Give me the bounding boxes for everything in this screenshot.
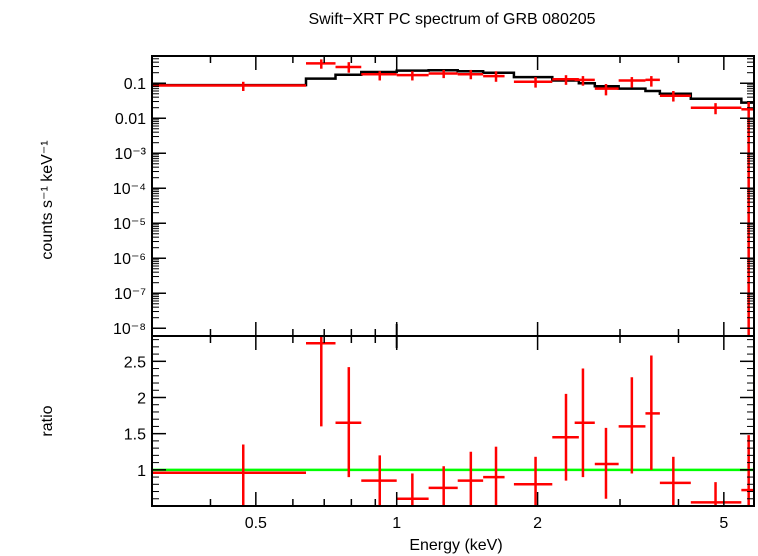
ratio-ticks — [151, 336, 754, 506]
spectrum-data-point — [152, 81, 307, 91]
spectrum-data-point — [513, 77, 553, 88]
ratio-data-points — [152, 336, 754, 506]
spectrum-plot-frame — [151, 55, 755, 337]
chart-title: Swift−XRT PC spectrum of GRB 080205 — [308, 11, 595, 28]
ratio-data-point — [690, 482, 742, 506]
spectrum-data-point — [396, 71, 429, 81]
ratio-data-point — [396, 473, 429, 506]
ratio-y-tick-labels: 1 1.5 2 2.5 — [124, 354, 146, 480]
ratio-data-point — [335, 367, 362, 478]
x-tick-labels: 0.5 1 2 5 — [245, 515, 729, 532]
spectrum-data-point — [659, 91, 691, 102]
ratio-data-point — [457, 451, 484, 506]
spectrum-y-tick-labels: 0.1 0.01 10⁻³ 10⁻⁴ 10⁻⁵ 10⁻⁶ 10⁻⁷ 10⁻⁸ — [113, 76, 147, 338]
ratio-y-tick-label: 1 — [137, 463, 146, 480]
spectrum-data-point — [361, 71, 397, 81]
ratio-data-point — [594, 427, 619, 499]
ratio-data-point — [659, 456, 691, 506]
ratio-data-point — [574, 368, 595, 478]
spectrum-data-point — [645, 76, 660, 87]
spectrum-data-point — [428, 69, 458, 79]
spectrum-data-point — [618, 77, 646, 88]
x-axis-label: Energy (keV) — [409, 537, 502, 554]
spectrum-data-point — [457, 69, 484, 80]
ratio-plot-frame — [151, 335, 755, 507]
spectrum-data-point — [574, 76, 595, 86]
ratio-data-point — [428, 466, 458, 506]
spectrum-y-tick-label: 10⁻⁶ — [113, 251, 146, 268]
spectrum-y-tick-label: 10⁻⁴ — [113, 181, 146, 198]
ratio-data-point — [483, 446, 505, 506]
ratio-data-point — [513, 456, 553, 506]
ratio-data-point — [306, 336, 336, 427]
ratio-data-point — [552, 393, 579, 481]
ratio-data-point — [152, 444, 307, 506]
x-tick-label: 0.5 — [245, 515, 267, 532]
x-tick-label: 2 — [533, 515, 542, 532]
spectrum-y-tick-label: 10⁻⁸ — [113, 321, 146, 338]
ratio-y-tick-label: 1.5 — [124, 427, 146, 444]
spectrum-y-tick-label: 0.01 — [115, 111, 146, 128]
spectrum-ticks — [151, 56, 754, 348]
ratio-data-point — [645, 355, 660, 470]
spectrum-data-points — [152, 59, 754, 336]
ratio-data-point — [361, 455, 397, 506]
ratio-data-point — [618, 377, 646, 474]
spectrum-data-point — [690, 103, 742, 115]
spectrum-y-axis-label: counts s⁻¹ keV⁻¹ — [39, 140, 56, 259]
spectrum-y-tick-label: 10⁻³ — [114, 146, 146, 163]
spectrum-y-tick-label: 10⁻⁷ — [114, 286, 146, 303]
x-tick-label: 1 — [392, 515, 401, 532]
ratio-panel: 1 1.5 2 2.5 0.5 1 2 5 ratio Energy (keV) — [39, 335, 755, 554]
spectrum-data-point — [552, 75, 579, 85]
ratio-y-tick-label: 2.5 — [124, 354, 146, 371]
x-tick-label: 5 — [719, 515, 728, 532]
spectrum-data-point — [594, 84, 619, 96]
spectrum-data-point — [483, 71, 505, 82]
spectrum-data-point — [306, 59, 336, 69]
spectrum-y-tick-label: 10⁻⁵ — [113, 216, 146, 233]
spectrum-y-tick-label: 0.1 — [124, 76, 146, 93]
ratio-y-axis-label: ratio — [39, 405, 56, 436]
ratio-y-tick-label: 2 — [137, 390, 146, 407]
spectrum-panel: 0.1 0.01 10⁻³ 10⁻⁴ 10⁻⁵ 10⁻⁶ 10⁻⁷ 10⁻⁸ counts s… — [39, 55, 755, 348]
spectrum-data-point — [335, 62, 362, 73]
